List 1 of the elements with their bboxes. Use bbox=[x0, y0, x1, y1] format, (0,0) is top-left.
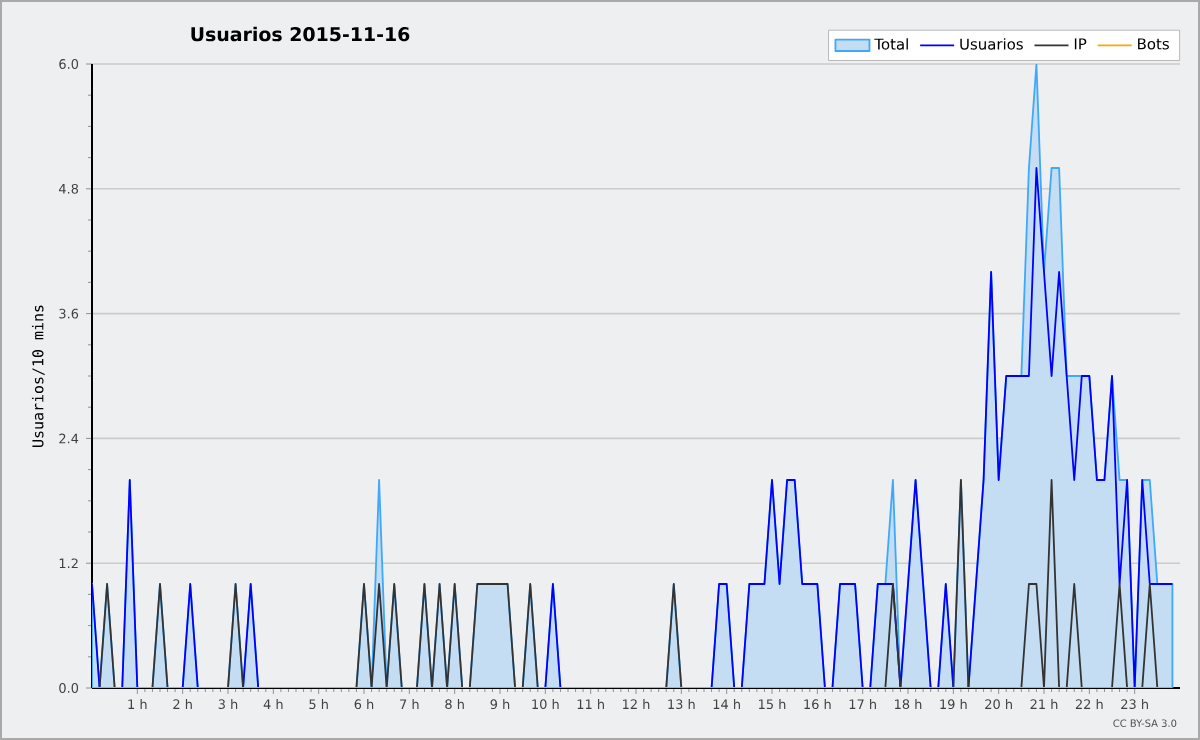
chart-title: Usuarios 2015-11-16 bbox=[191, 26, 410, 42]
